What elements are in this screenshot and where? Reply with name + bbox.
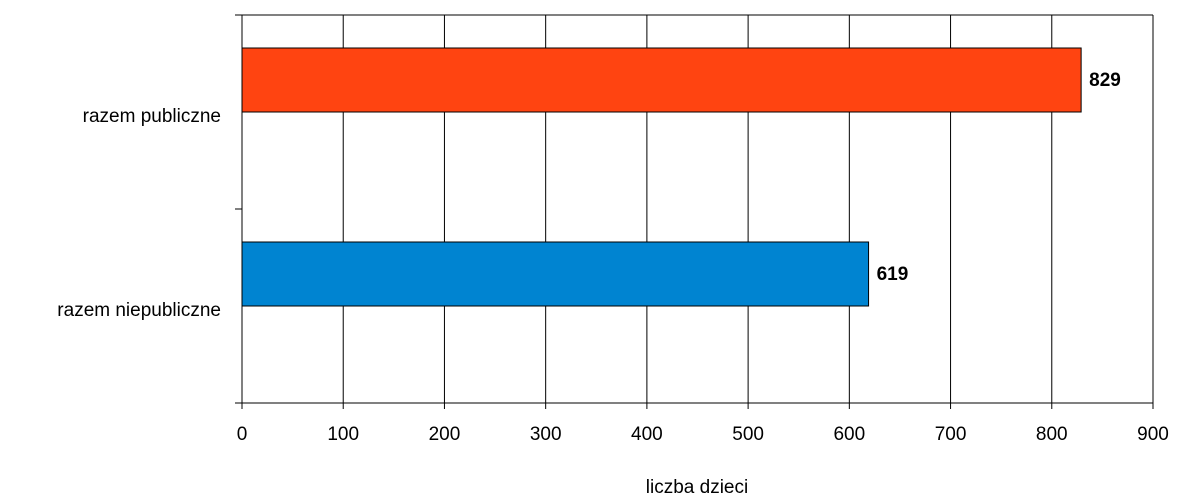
bar-razem-niepubliczne <box>241 241 870 307</box>
labels: 0 100 200 300 400 500 600 700 800 900 razem public… <box>57 70 1169 445</box>
axes <box>235 14 1154 409</box>
x-axis-title: liczba dzieci <box>646 477 748 498</box>
x-tick-label: 800 <box>1036 424 1068 445</box>
x-tick-label: 100 <box>327 424 359 445</box>
x-tick-label: 600 <box>833 424 865 445</box>
data-label: 619 <box>877 264 909 285</box>
x-tick-label: 900 <box>1137 424 1169 445</box>
bars <box>241 47 1082 307</box>
bar-razem-publiczne <box>241 47 1082 113</box>
x-tick-label: 700 <box>935 424 967 445</box>
x-tick-label: 500 <box>732 424 764 445</box>
category-label: razem niepubliczne <box>57 300 221 321</box>
category-label: razem publiczne <box>83 106 221 127</box>
x-tick-label: 0 <box>237 424 248 445</box>
x-tick-label: 200 <box>429 424 461 445</box>
x-tick-label: 400 <box>631 424 663 445</box>
x-tick-label: 300 <box>530 424 562 445</box>
data-label: 829 <box>1089 70 1121 91</box>
